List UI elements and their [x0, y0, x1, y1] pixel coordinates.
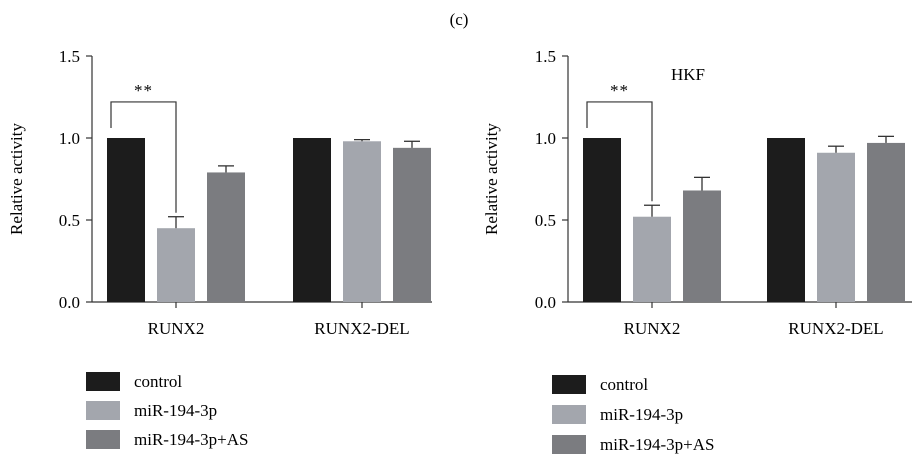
x-tick-label: RUNX2-DEL	[314, 319, 409, 338]
significance-bracket	[110, 101, 177, 213]
chart-title: HKF	[671, 65, 705, 84]
bar	[293, 138, 331, 302]
legend-label: miR-194-3p+AS	[600, 435, 714, 454]
x-tick-label: RUNX2	[624, 319, 681, 338]
legend-label: miR-194-3p	[600, 405, 683, 424]
y-tick-label: 0.0	[535, 293, 556, 312]
legend-swatch	[86, 372, 120, 391]
bar	[107, 138, 145, 302]
legend-label: miR-194-3p+AS	[134, 430, 248, 449]
legend-swatch	[552, 405, 586, 424]
chart-right: HKF 0.0 0.5 1.0 1.5 Relative activity RUNX2 RUN…	[482, 47, 912, 454]
x-tick-label: RUNX2-DEL	[788, 319, 883, 338]
y-axis-label: Relative activity	[482, 123, 501, 235]
legend-label: control	[134, 372, 182, 391]
y-tick-label: 1.0	[535, 129, 556, 148]
y-tick-label: 0.5	[59, 211, 80, 230]
significance-label: **	[610, 81, 629, 100]
bar	[583, 138, 621, 302]
bar	[157, 228, 195, 302]
significance-label: **	[134, 81, 153, 100]
bar	[867, 142, 905, 302]
y-tick-label: 0.0	[59, 293, 80, 312]
y-axis-label: Relative activity	[7, 123, 26, 235]
y-tick-label: 1.5	[535, 47, 556, 66]
y-tick-label: 1.5	[59, 47, 80, 66]
legend-label: miR-194-3p	[134, 401, 217, 420]
legend-swatch	[552, 435, 586, 454]
y-tick-label: 1.0	[59, 129, 80, 148]
bar	[633, 216, 671, 302]
bar	[343, 141, 381, 302]
bar	[207, 172, 245, 302]
legend-swatch	[552, 375, 586, 394]
chart-left: 0.0 0.5 1.0 1.5 Relative activity RUNX2 RUNX2-…	[7, 47, 432, 449]
bar	[767, 138, 805, 302]
legend-label: control	[600, 375, 648, 394]
bar	[393, 147, 431, 302]
bar	[683, 190, 721, 302]
bar	[817, 152, 855, 302]
x-tick-label: RUNX2	[148, 319, 205, 338]
y-tick-label: 0.5	[535, 211, 556, 230]
significance-bracket	[586, 101, 653, 202]
legend-swatch	[86, 401, 120, 420]
panel-label: (c)	[450, 10, 469, 29]
legend-swatch	[86, 430, 120, 449]
